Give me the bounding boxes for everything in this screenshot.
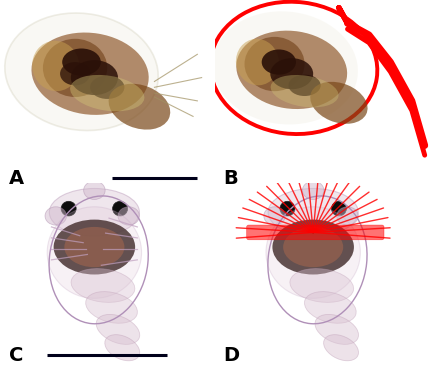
Ellipse shape xyxy=(280,201,295,216)
Ellipse shape xyxy=(43,39,107,97)
Ellipse shape xyxy=(283,227,343,267)
Ellipse shape xyxy=(112,201,128,216)
Ellipse shape xyxy=(245,37,305,91)
Ellipse shape xyxy=(61,201,76,216)
Ellipse shape xyxy=(84,181,105,199)
Ellipse shape xyxy=(272,220,354,274)
Ellipse shape xyxy=(109,84,170,130)
Ellipse shape xyxy=(71,60,118,95)
Ellipse shape xyxy=(262,49,296,75)
Ellipse shape xyxy=(64,227,124,267)
Ellipse shape xyxy=(337,207,358,225)
FancyBboxPatch shape xyxy=(247,225,384,240)
Polygon shape xyxy=(347,23,425,155)
Ellipse shape xyxy=(290,269,353,302)
Ellipse shape xyxy=(5,13,158,131)
Ellipse shape xyxy=(60,62,90,85)
Ellipse shape xyxy=(49,188,139,236)
Text: D: D xyxy=(223,346,239,365)
Ellipse shape xyxy=(86,292,137,323)
Ellipse shape xyxy=(270,58,313,89)
Ellipse shape xyxy=(90,76,124,99)
Ellipse shape xyxy=(266,207,360,298)
Ellipse shape xyxy=(213,11,358,124)
Ellipse shape xyxy=(268,188,358,236)
Ellipse shape xyxy=(118,207,139,225)
Ellipse shape xyxy=(323,335,359,361)
Ellipse shape xyxy=(96,314,140,344)
Ellipse shape xyxy=(54,220,135,274)
Ellipse shape xyxy=(45,207,66,225)
Ellipse shape xyxy=(331,201,346,216)
Ellipse shape xyxy=(62,49,101,76)
Ellipse shape xyxy=(47,207,142,298)
Ellipse shape xyxy=(70,75,145,111)
Ellipse shape xyxy=(71,269,135,302)
Ellipse shape xyxy=(31,33,149,115)
Ellipse shape xyxy=(264,207,285,225)
Ellipse shape xyxy=(310,82,368,124)
Ellipse shape xyxy=(236,39,279,85)
Text: A: A xyxy=(9,169,24,188)
Ellipse shape xyxy=(32,41,79,91)
Ellipse shape xyxy=(305,292,356,323)
Ellipse shape xyxy=(236,31,347,109)
Ellipse shape xyxy=(302,181,324,199)
Ellipse shape xyxy=(271,75,338,107)
Text: C: C xyxy=(9,346,23,365)
Ellipse shape xyxy=(105,335,140,361)
Ellipse shape xyxy=(289,75,321,96)
Ellipse shape xyxy=(315,314,359,344)
Text: B: B xyxy=(223,169,238,188)
